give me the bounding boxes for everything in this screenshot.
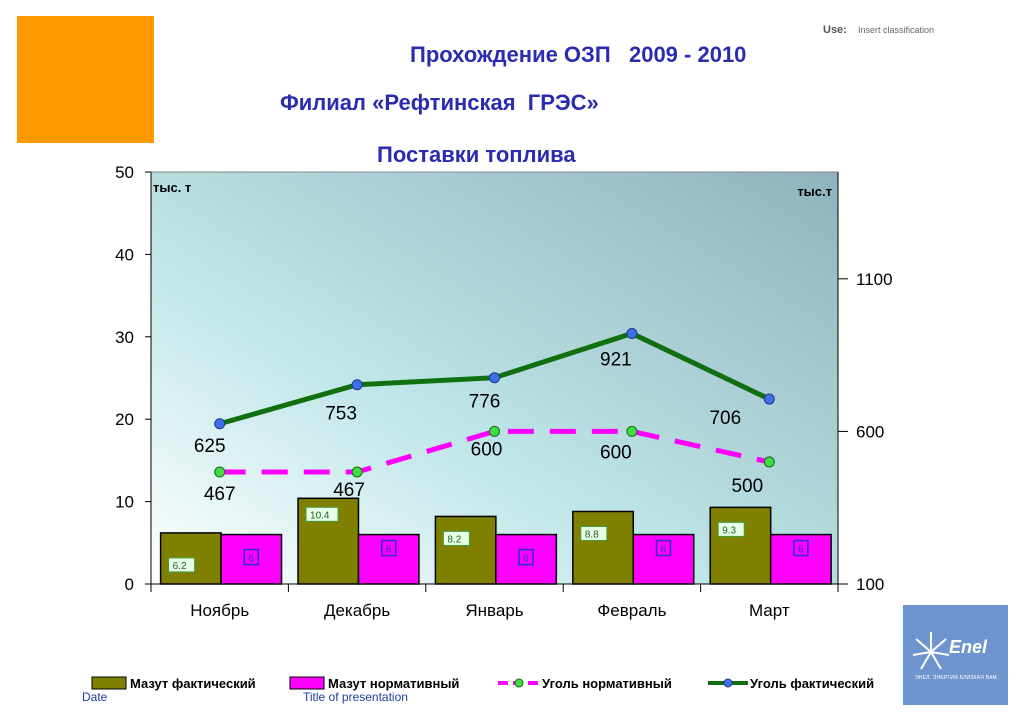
bar-mazut-norm-label-box [243,548,260,566]
category-label: Март [749,601,790,620]
right-tick-label: 1100 [856,270,893,289]
legend-label-coal-fact: Уголь фактический [750,676,874,691]
bar-mazut-norm [357,533,420,585]
footer-presentation-title: Title of presentation [303,690,408,704]
footer-date: Date [82,690,108,704]
point-coal-fact [763,393,775,405]
left-tick-label: 20 [115,410,134,429]
bar-mazut-fact-label: 8.8 [585,529,599,540]
bar-mazut-norm [769,533,832,585]
left-tick-label: 40 [115,245,134,264]
label-coal-norm: 467 [333,480,365,501]
point-coal-norm [626,425,638,437]
legend-label-coal-norm: Уголь нормативный [542,676,672,691]
point-coal-norm [351,466,363,478]
left-tick-label: 10 [115,493,134,512]
label-coal-norm: 467 [204,484,236,505]
point-coal-norm [214,466,226,478]
bar-mazut-fact-label: 10.4 [310,510,330,521]
enel-name: Enel [949,637,988,657]
title-line-1: Прохождение ОЗП 2009 - 2010 [410,42,747,67]
bar-mazut-fact-label-box [305,506,339,522]
point-coal-fact [351,379,363,391]
left-tick-label: 30 [115,328,134,347]
legend-swatch-mazut-fact [91,676,127,690]
bar-mazut-fact-label-box [442,530,470,546]
point-coal-fact [626,327,638,339]
point-coal-norm [763,456,775,468]
right-unit-label: тыс.т [797,184,832,199]
classification-value: Insert classification [858,25,935,35]
bar-mazut-fact-label-box [168,557,196,573]
label-coal-fact: 753 [325,404,357,425]
bar-mazut-fact [572,510,635,585]
right-tick-label: 600 [856,422,884,441]
enel-flower-icon [912,632,950,670]
point-coal-norm [489,425,500,437]
bar-mazut-fact [709,506,772,585]
label-coal-norm: 600 [600,442,632,463]
bar-mazut-norm-label: 6 [661,545,667,556]
bar-mazut-norm-label-box [793,539,809,557]
bar-mazut-norm-label: 6 [248,554,254,565]
title-line-2: Филиал «Рефтинская ГРЭС» [280,90,599,115]
legend-label-mazut-norm: Мазут нормативный [328,676,459,691]
point-coal-fact [489,372,500,384]
left-tick-label: 50 [115,163,134,182]
label-coal-fact: 776 [469,392,501,413]
category-label: Январь [465,601,523,620]
bar-mazut-fact-label: 6.2 [173,561,187,572]
label-coal-fact: 921 [600,349,632,370]
left-tick-label: 0 [125,575,134,594]
enel-logo: Enel ЭНЕЛ. ЭНЕРГИЯ БЛИЗКАЯ ВАМ [903,605,1008,705]
category-label: Ноябрь [190,601,249,620]
left-unit-label: тыс. т [153,180,191,195]
bar-mazut-norm-label-box [518,548,534,566]
label-coal-norm: 600 [471,439,503,460]
line-coal-norm [219,428,770,475]
legend-label-mazut-fact: Мазут фактический [130,676,256,691]
bar-mazut-fact-label-box [717,521,745,537]
bar-mazut-norm-label: 6 [798,545,804,556]
legend-swatch-mazut-norm [289,676,325,690]
bar-mazut-norm [220,533,283,585]
point-coal-fact [214,418,226,430]
bar-mazut-fact-label-box [580,525,608,541]
label-coal-norm: 500 [731,476,763,497]
bar-mazut-norm-label-box [380,539,397,557]
bar-mazut-norm-label: 6 [523,554,529,565]
bar-mazut-fact-label: 9.3 [722,525,736,536]
category-label: Декабрь [324,601,390,620]
legend-marker-coal-fact [723,678,733,688]
label-coal-fact: 706 [709,408,741,429]
bar-mazut-norm [632,533,695,585]
bar-mazut-norm-label-box [655,539,672,557]
legend-marker-coal-norm [514,678,524,688]
bar-mazut-fact-label: 8.2 [447,534,461,545]
bar-mazut-norm [495,533,558,585]
title-line-3: Поставки топлива [377,142,576,167]
label-coal-fact: 625 [194,436,226,457]
enel-subtitle: ЭНЕЛ. ЭНЕРГИЯ БЛИЗКАЯ ВАМ [915,675,997,681]
orange-block [17,16,154,143]
category-label: Февраль [597,601,666,620]
use-label: Use: [823,24,847,36]
bar-mazut-norm-label: 6 [386,545,392,556]
right-tick-label: 100 [856,575,884,594]
bar-mazut-fact [434,515,497,585]
